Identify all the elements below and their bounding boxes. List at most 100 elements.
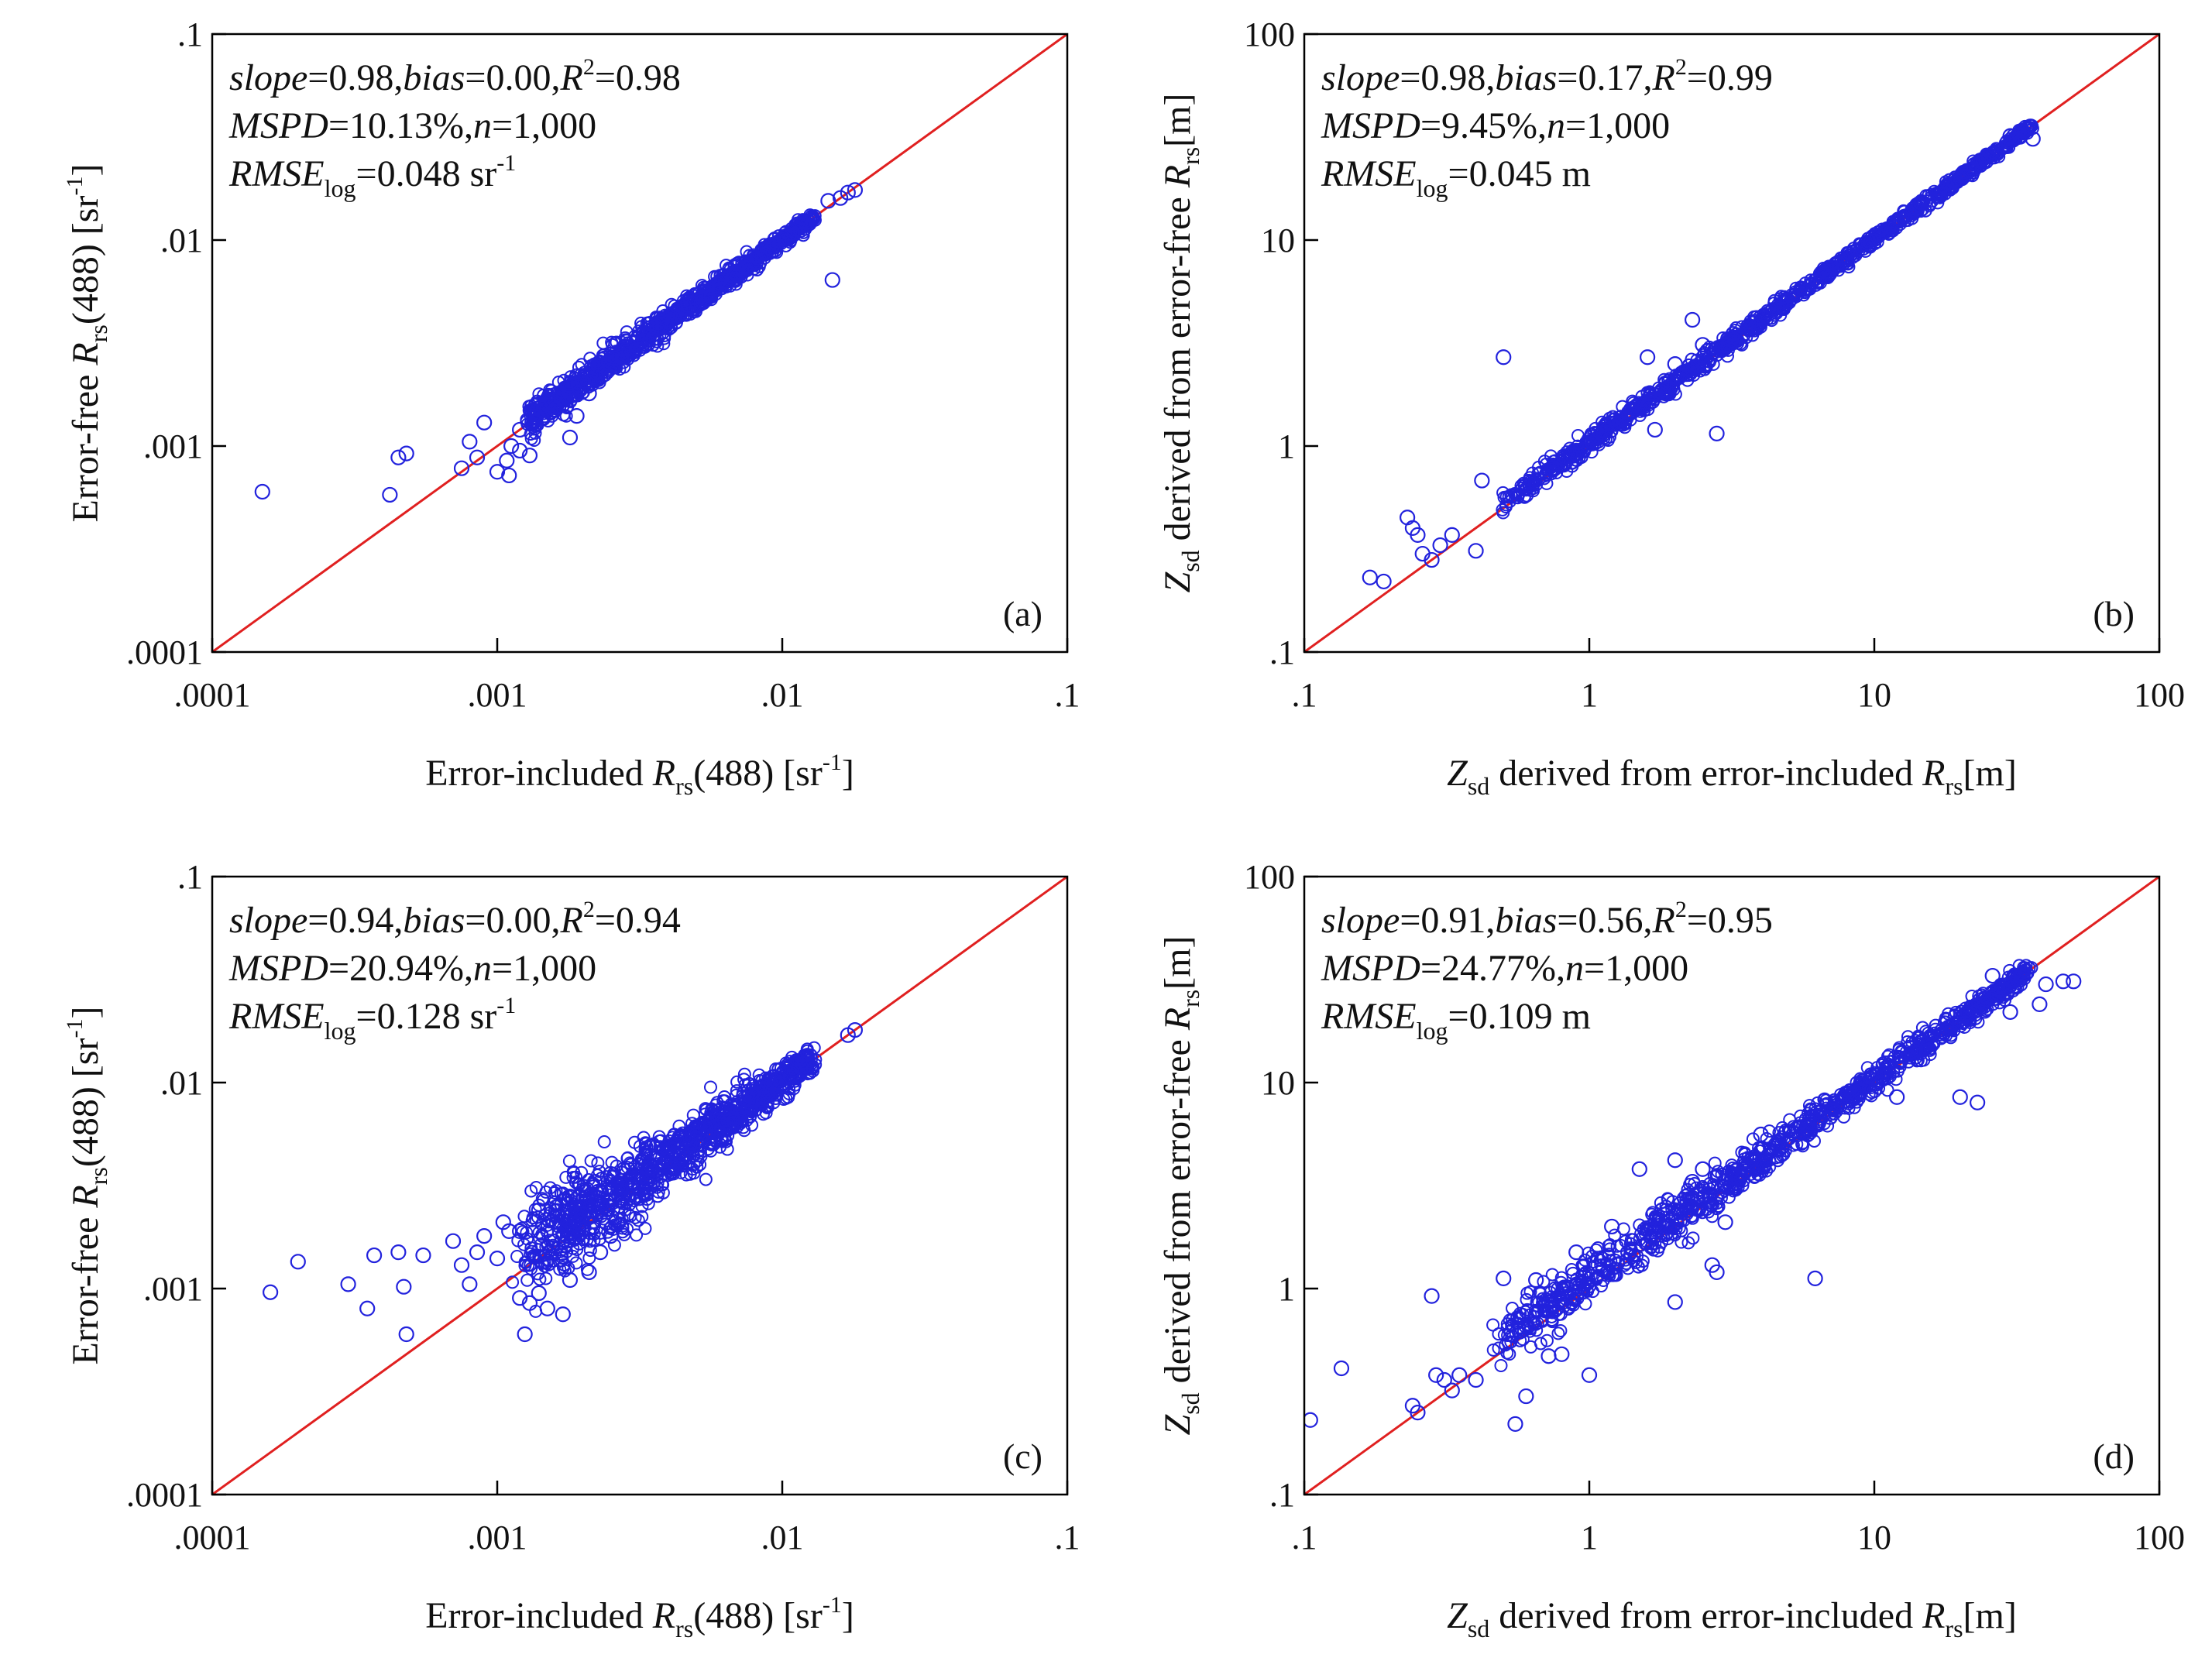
r2-value: 0.99	[1708, 57, 1773, 98]
scatter-point	[847, 1021, 864, 1038]
scatter-point	[614, 350, 628, 364]
scatter-point	[628, 342, 642, 356]
scatter-point	[1685, 311, 1701, 328]
scatter-point	[1634, 403, 1648, 417]
scatter-point	[804, 1049, 818, 1062]
stats-line-1: slope=0.94,bias=0.00,R2=0.94	[229, 897, 681, 941]
scatter-point	[603, 1165, 619, 1182]
y-tick-label: 10	[1261, 1064, 1295, 1102]
scatter-point	[754, 1094, 768, 1108]
scatter-point	[539, 1240, 553, 1254]
scatter-point	[2014, 122, 2030, 139]
scatter-point	[1624, 1233, 1638, 1247]
scatter-point	[586, 1173, 603, 1190]
scatter-point	[518, 1258, 532, 1272]
scatter-point	[761, 1072, 775, 1086]
scatter-point	[1599, 422, 1613, 436]
scatter-point	[677, 301, 691, 315]
scatter-point	[1468, 543, 1484, 559]
scatter-point	[675, 1152, 689, 1166]
scatter-point	[1444, 527, 1460, 543]
scatter-point	[726, 1100, 740, 1114]
scatter-point	[1698, 362, 1712, 376]
scatter-point	[613, 1195, 627, 1209]
scatter-point	[1668, 1228, 1681, 1242]
mspd-value: 20.94%	[349, 948, 464, 989]
scatter-point	[1685, 1211, 1699, 1225]
scatter-point	[665, 314, 678, 328]
scatter-point	[1775, 1141, 1789, 1155]
scatter-point	[555, 1306, 571, 1323]
rmse-value: 0.109	[1469, 996, 1553, 1037]
scatter-point	[1802, 282, 1815, 296]
x-axis-label: Error-included Rrs(488) [sr-1]	[425, 1592, 854, 1642]
scatter-point	[1822, 1109, 1839, 1125]
scatter-point	[576, 1233, 590, 1247]
scatter-point	[548, 402, 564, 418]
scatter-point	[1951, 1017, 1965, 1031]
scatter-point	[740, 263, 754, 277]
scatter-point	[1957, 1015, 1971, 1029]
scatter-point	[691, 1134, 705, 1148]
scatter-point	[2013, 966, 2027, 980]
n-value: 1,000	[1605, 948, 1688, 989]
scatter-point	[782, 1086, 796, 1100]
scatter-point	[1763, 1160, 1777, 1174]
scatter-point	[1492, 1341, 1506, 1355]
scatter-point	[696, 1139, 709, 1153]
scatter-point	[1591, 1268, 1605, 1282]
mspd-value: 24.77%	[1441, 948, 1556, 989]
scatter-point	[1883, 1069, 1897, 1083]
scatter-point	[595, 1203, 609, 1217]
scatter-point	[617, 1162, 630, 1175]
scatter-point	[597, 348, 611, 362]
slope-value: 0.94	[328, 900, 393, 941]
scatter-point	[585, 1210, 599, 1224]
y-tick-label: .001	[143, 1270, 203, 1308]
scatter-point	[583, 1234, 597, 1248]
scatter-point	[1494, 1358, 1508, 1372]
scatter-point	[1870, 1078, 1884, 1092]
scatter-point	[503, 438, 520, 455]
scatter-point	[1807, 1270, 1823, 1287]
scatter-point	[703, 1080, 717, 1094]
scatter-point	[1705, 1210, 1719, 1224]
scatter-point	[1778, 1144, 1792, 1158]
marks	[1304, 34, 2159, 652]
scatter-point	[1661, 1226, 1675, 1240]
scatter-point	[1545, 1315, 1559, 1329]
scatter-point	[1640, 391, 1654, 405]
r2-value: 0.94	[616, 900, 681, 941]
scatter-point	[1960, 1007, 1974, 1021]
scatter-point	[705, 1130, 719, 1144]
y-tick-label: .01	[160, 1064, 203, 1102]
scatter-point	[614, 1178, 628, 1192]
scatter-point	[761, 1087, 775, 1101]
scatter-point	[531, 1210, 544, 1224]
scatter-point	[1667, 1152, 1683, 1169]
scatter-point	[1849, 249, 1863, 263]
scatter-point	[667, 1145, 681, 1159]
scatter-point	[1530, 1295, 1544, 1309]
scatter-point	[679, 1148, 693, 1162]
scatter-point	[1659, 1229, 1673, 1243]
x-tick-label: 1	[1581, 1519, 1598, 1556]
scatter-point	[1966, 160, 1980, 174]
scatter-point	[1333, 1360, 1350, 1377]
scatter-point	[1889, 1089, 1905, 1105]
scatter-point	[1545, 1292, 1559, 1306]
scatter-point	[1486, 1318, 1500, 1332]
stats-line-1: slope=0.98,bias=0.00,R2=0.98	[229, 54, 681, 98]
scatter-point	[1560, 1279, 1574, 1293]
scatter-point	[1545, 1268, 1559, 1282]
scatter-point	[2038, 976, 2054, 993]
scatter-point	[542, 1258, 556, 1272]
scatter-point	[1671, 1203, 1685, 1217]
axes-frame	[1303, 33, 2161, 654]
scatter-point	[593, 1226, 607, 1240]
scatter-point	[562, 429, 579, 446]
scatter-point	[820, 193, 836, 209]
scatter-point	[1424, 551, 1440, 568]
scatter-point	[1582, 1275, 1596, 1289]
scatter-point	[763, 246, 777, 260]
